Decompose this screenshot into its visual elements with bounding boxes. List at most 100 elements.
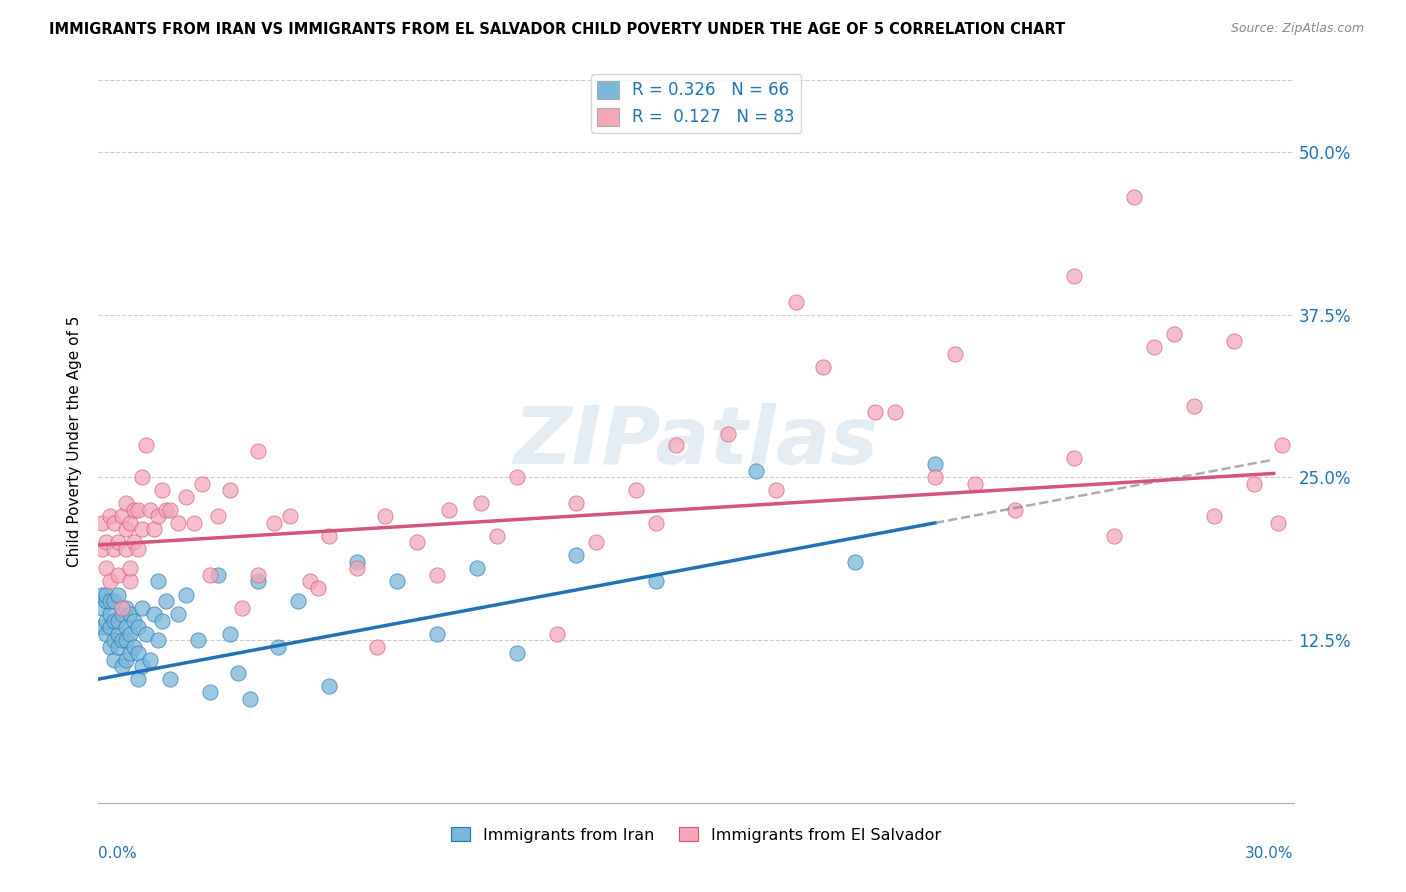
Point [111,659,134,673]
Point [167,516,190,530]
Point [143,523,166,537]
Point [120,626,142,640]
Point [148,574,170,589]
Point [131,470,153,484]
Point [135,626,157,640]
Point [1202,509,1225,524]
Point [115,523,138,537]
Point [745,464,768,478]
Point [1243,476,1265,491]
Point [91,587,114,601]
Point [298,574,321,589]
Point [943,346,966,360]
Point [120,561,142,575]
Point [385,574,409,589]
Point [219,626,242,640]
Point [546,626,568,640]
Point [98,620,122,634]
Text: 30.0%: 30.0% [1246,847,1294,861]
Point [150,614,173,628]
Point [115,496,138,510]
Point [115,633,138,648]
Point [150,483,173,498]
Point [585,535,607,549]
Point [1063,268,1085,283]
Point [124,614,146,628]
Point [318,679,340,693]
Point [565,496,588,510]
Point [148,633,170,648]
Point [191,476,214,491]
Point [155,594,177,608]
Point [645,574,668,589]
Point [406,535,429,549]
Point [426,568,449,582]
Point [159,672,181,686]
Point [1123,190,1146,204]
Point [765,483,787,498]
Point [167,607,190,621]
Point [91,600,114,615]
Point [127,503,149,517]
Point [120,516,142,530]
Point [174,490,197,504]
Legend: R = 0.326   N = 66, R =  0.127   N = 83: R = 0.326 N = 66, R = 0.127 N = 83 [591,74,801,133]
Point [148,509,170,524]
Text: Source: ZipAtlas.com: Source: ZipAtlas.com [1230,22,1364,36]
Point [107,535,129,549]
Point [103,614,125,628]
Point [107,568,129,582]
Point [246,444,269,458]
Point [1063,450,1085,465]
Point [287,594,309,608]
Point [127,646,149,660]
Text: ZIPatlas: ZIPatlas [513,402,879,481]
Point [963,476,986,491]
Point [263,516,285,530]
Point [98,607,122,621]
Point [96,594,118,608]
Point [884,405,907,419]
Point [267,640,290,654]
Point [91,516,114,530]
Point [665,438,688,452]
Point [813,359,835,374]
Point [124,503,146,517]
Point [374,509,396,524]
Point [135,438,157,452]
Point [111,509,134,524]
Point [1271,438,1294,452]
Point [226,665,249,680]
Point [107,587,129,601]
Point [346,561,368,575]
Point [96,561,118,575]
Point [506,470,529,484]
Point [198,568,221,582]
Point [131,600,153,615]
Point [127,672,149,686]
Point [103,541,125,556]
Point [120,574,142,589]
Point [103,594,125,608]
Point [307,581,329,595]
Point [626,483,648,498]
Point [91,620,114,634]
Point [239,691,262,706]
Point [219,483,242,498]
Point [115,600,138,615]
Point [366,640,388,654]
Point [844,555,866,569]
Point [717,427,740,442]
Point [131,523,153,537]
Point [183,516,205,530]
Point [96,614,118,628]
Point [115,620,138,634]
Point [98,640,122,654]
Point [246,574,269,589]
Point [1143,340,1166,354]
Y-axis label: Child Poverty Under the Age of 5: Child Poverty Under the Age of 5 [67,316,83,567]
Point [1163,327,1185,342]
Point [103,652,125,666]
Text: 0.0%: 0.0% [98,847,138,861]
Point [485,529,508,543]
